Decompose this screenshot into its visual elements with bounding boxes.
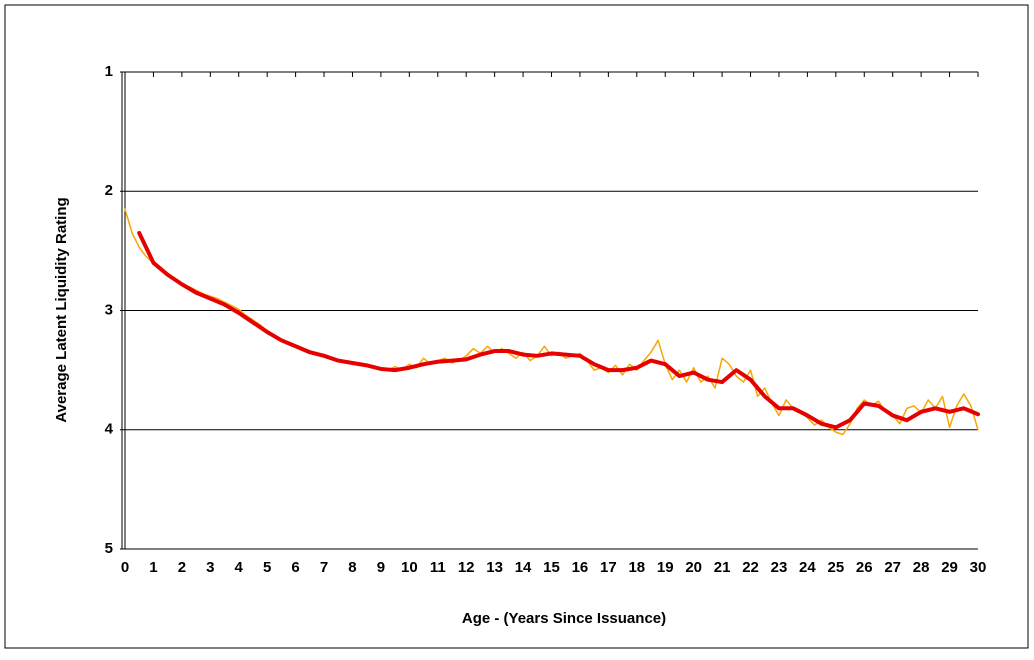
x-tick-label: 13 xyxy=(486,559,503,576)
x-tick-label: 8 xyxy=(348,559,356,576)
y-tick-label: 5 xyxy=(105,540,113,557)
series-line xyxy=(137,230,980,430)
y-tick-label: 2 xyxy=(105,182,113,199)
x-tick-label: 24 xyxy=(799,559,816,576)
x-tick-label: 14 xyxy=(515,559,532,576)
x-tick-label: 21 xyxy=(714,559,731,576)
chart-frame xyxy=(4,4,1029,649)
x-tick-label: 18 xyxy=(628,559,645,576)
x-tick-label: 27 xyxy=(884,559,901,576)
x-tick-label: 9 xyxy=(377,559,385,576)
y-tick-label: 4 xyxy=(105,421,114,438)
x-tick-label: 16 xyxy=(572,559,589,576)
x-tick-label: 5 xyxy=(263,559,271,576)
x-axis-label: Age - (Years Since Issuance) xyxy=(462,610,666,627)
x-tick-label: 2 xyxy=(178,559,186,576)
x-tick-label: 4 xyxy=(235,559,244,576)
x-tick-label: 10 xyxy=(401,559,418,576)
x-tick-label: 15 xyxy=(543,559,560,576)
x-tick-label: 23 xyxy=(771,559,788,576)
x-tick-label: 7 xyxy=(320,559,328,576)
x-tick-label: 12 xyxy=(458,559,475,576)
y-tick-label: 3 xyxy=(105,301,113,318)
x-tick-label: 17 xyxy=(600,559,617,576)
y-axis-label: Average Latent Liquidity Rating xyxy=(53,197,70,422)
x-tick-label: 20 xyxy=(685,559,702,576)
x-tick-label: 29 xyxy=(941,559,958,576)
x-tick-label: 22 xyxy=(742,559,759,576)
x-tick-label: 25 xyxy=(827,559,844,576)
x-tick-label: 1 xyxy=(149,559,157,576)
x-tick-label: 0 xyxy=(121,559,129,576)
x-tick-label: 30 xyxy=(970,559,987,576)
x-tick-label: 6 xyxy=(291,559,299,576)
y-tick-label: 1 xyxy=(105,63,113,80)
x-tick-label: 28 xyxy=(913,559,930,576)
x-tick-label: 11 xyxy=(430,559,446,576)
x-tick-label: 19 xyxy=(657,559,674,576)
x-tick-label: 26 xyxy=(856,559,873,576)
x-tick-label: 3 xyxy=(206,559,214,576)
